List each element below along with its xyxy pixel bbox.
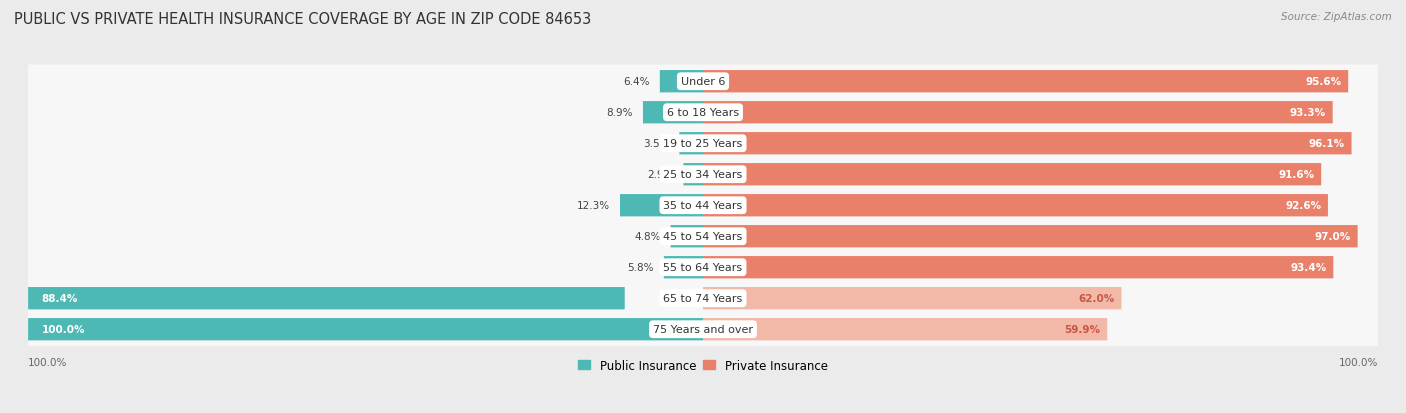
Text: 93.3%: 93.3% bbox=[1289, 108, 1326, 118]
Text: 45 to 54 Years: 45 to 54 Years bbox=[664, 232, 742, 242]
Text: 100.0%: 100.0% bbox=[42, 325, 86, 335]
FancyBboxPatch shape bbox=[28, 251, 1378, 284]
Text: 97.0%: 97.0% bbox=[1315, 232, 1351, 242]
FancyBboxPatch shape bbox=[659, 71, 703, 93]
FancyBboxPatch shape bbox=[671, 225, 703, 248]
Text: 93.4%: 93.4% bbox=[1291, 263, 1327, 273]
FancyBboxPatch shape bbox=[679, 133, 703, 155]
Text: 3.5%: 3.5% bbox=[643, 139, 669, 149]
Text: 4.8%: 4.8% bbox=[634, 232, 661, 242]
FancyBboxPatch shape bbox=[643, 102, 703, 124]
Text: 92.6%: 92.6% bbox=[1285, 201, 1322, 211]
FancyBboxPatch shape bbox=[703, 195, 1327, 217]
Text: 96.1%: 96.1% bbox=[1309, 139, 1344, 149]
Text: 55 to 64 Years: 55 to 64 Years bbox=[664, 263, 742, 273]
FancyBboxPatch shape bbox=[28, 282, 1378, 315]
FancyBboxPatch shape bbox=[703, 102, 1333, 124]
Text: 62.0%: 62.0% bbox=[1078, 294, 1115, 304]
FancyBboxPatch shape bbox=[664, 256, 703, 279]
Text: PUBLIC VS PRIVATE HEALTH INSURANCE COVERAGE BY AGE IN ZIP CODE 84653: PUBLIC VS PRIVATE HEALTH INSURANCE COVER… bbox=[14, 12, 592, 27]
Text: 75 Years and over: 75 Years and over bbox=[652, 325, 754, 335]
Text: 35 to 44 Years: 35 to 44 Years bbox=[664, 201, 742, 211]
FancyBboxPatch shape bbox=[703, 225, 1358, 248]
FancyBboxPatch shape bbox=[28, 189, 1378, 223]
FancyBboxPatch shape bbox=[703, 287, 1122, 310]
FancyBboxPatch shape bbox=[703, 256, 1333, 279]
Text: 65 to 74 Years: 65 to 74 Years bbox=[664, 294, 742, 304]
Text: 95.6%: 95.6% bbox=[1305, 77, 1341, 87]
Text: 6.4%: 6.4% bbox=[623, 77, 650, 87]
FancyBboxPatch shape bbox=[620, 195, 703, 217]
FancyBboxPatch shape bbox=[28, 220, 1378, 253]
Text: 19 to 25 Years: 19 to 25 Years bbox=[664, 139, 742, 149]
FancyBboxPatch shape bbox=[683, 164, 703, 186]
Text: 100.0%: 100.0% bbox=[28, 357, 67, 367]
Text: 59.9%: 59.9% bbox=[1064, 325, 1101, 335]
FancyBboxPatch shape bbox=[703, 164, 1322, 186]
Legend: Public Insurance, Private Insurance: Public Insurance, Private Insurance bbox=[574, 354, 832, 376]
Text: Source: ZipAtlas.com: Source: ZipAtlas.com bbox=[1281, 12, 1392, 22]
FancyBboxPatch shape bbox=[28, 65, 1378, 99]
Text: Under 6: Under 6 bbox=[681, 77, 725, 87]
Text: 6 to 18 Years: 6 to 18 Years bbox=[666, 108, 740, 118]
FancyBboxPatch shape bbox=[28, 96, 1378, 130]
FancyBboxPatch shape bbox=[28, 318, 703, 341]
FancyBboxPatch shape bbox=[703, 318, 1108, 341]
Text: 2.9%: 2.9% bbox=[647, 170, 673, 180]
FancyBboxPatch shape bbox=[28, 158, 1378, 192]
FancyBboxPatch shape bbox=[703, 133, 1351, 155]
Text: 5.8%: 5.8% bbox=[627, 263, 654, 273]
FancyBboxPatch shape bbox=[28, 127, 1378, 161]
Text: 100.0%: 100.0% bbox=[1339, 357, 1378, 367]
Text: 91.6%: 91.6% bbox=[1278, 170, 1315, 180]
Text: 12.3%: 12.3% bbox=[576, 201, 610, 211]
FancyBboxPatch shape bbox=[28, 287, 624, 310]
FancyBboxPatch shape bbox=[28, 313, 1378, 346]
Text: 25 to 34 Years: 25 to 34 Years bbox=[664, 170, 742, 180]
Text: 8.9%: 8.9% bbox=[606, 108, 633, 118]
Text: 88.4%: 88.4% bbox=[42, 294, 77, 304]
FancyBboxPatch shape bbox=[703, 71, 1348, 93]
